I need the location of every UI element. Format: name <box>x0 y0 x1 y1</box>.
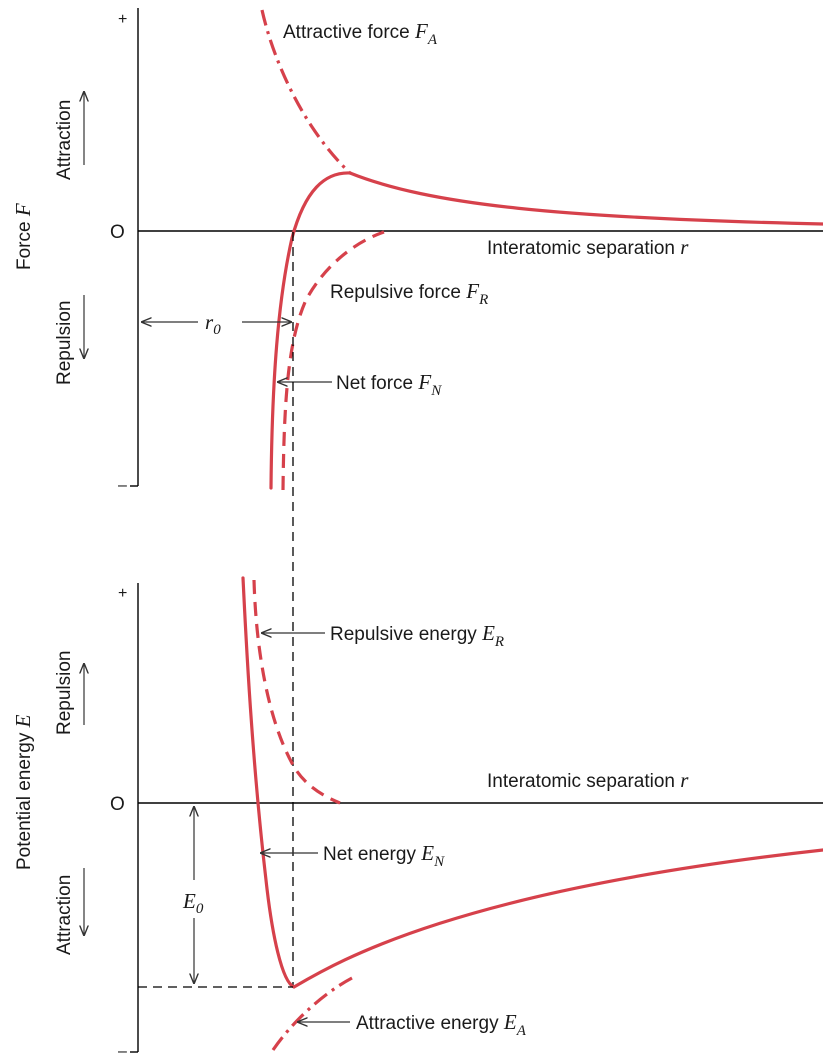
energy-minus-sign: – <box>118 1043 127 1057</box>
energy-attraction-label: Attraction <box>54 875 75 955</box>
energy-repulsion-label: Repulsion <box>54 651 75 736</box>
repulsive-energy-label: Repulsive energy ER <box>330 621 504 650</box>
net-force-label: Net force FN <box>336 370 442 399</box>
energy-zero-label: O <box>110 794 125 815</box>
attractive-energy-label: Attractive energy EA <box>356 1010 527 1039</box>
r0-label: r0 <box>205 310 221 338</box>
force-axis-label: Force F <box>11 203 35 270</box>
energy-axis-label: Potential energy E <box>11 714 35 870</box>
net-energy-label: Net energy EN <box>323 841 445 870</box>
net-force-curve <box>269 171 352 490</box>
force-plus-sign: + <box>118 11 127 28</box>
energy-x-axis-label: Interatomic separation r <box>487 768 689 792</box>
force-attraction-label: Attraction <box>54 100 75 180</box>
repulsive-force-label: Repulsive force FR <box>330 279 488 308</box>
force-minus-sign: – <box>118 477 127 494</box>
attractive-force-curve <box>260 9 352 175</box>
energy-panel: + – O Potential energy E Repulsion Attra… <box>11 576 823 1057</box>
force-repulsion-label: Repulsion <box>54 301 75 386</box>
e0-label: E0 <box>182 889 204 917</box>
repulsive-energy-curve <box>252 579 341 805</box>
force-panel: + – O Force F Attraction Repulsion Attra… <box>11 8 823 494</box>
force-x-axis-label: Interatomic separation r <box>487 235 689 259</box>
attractive-energy-curve <box>271 976 353 1051</box>
net-energy-curve <box>241 576 823 989</box>
force-zero-label: O <box>110 222 125 243</box>
energy-plus-sign: + <box>118 585 127 602</box>
repulsive-force-curve <box>281 230 385 491</box>
attractive-force-tail <box>348 171 823 226</box>
attractive-force-label: Attractive force FA <box>283 19 438 48</box>
